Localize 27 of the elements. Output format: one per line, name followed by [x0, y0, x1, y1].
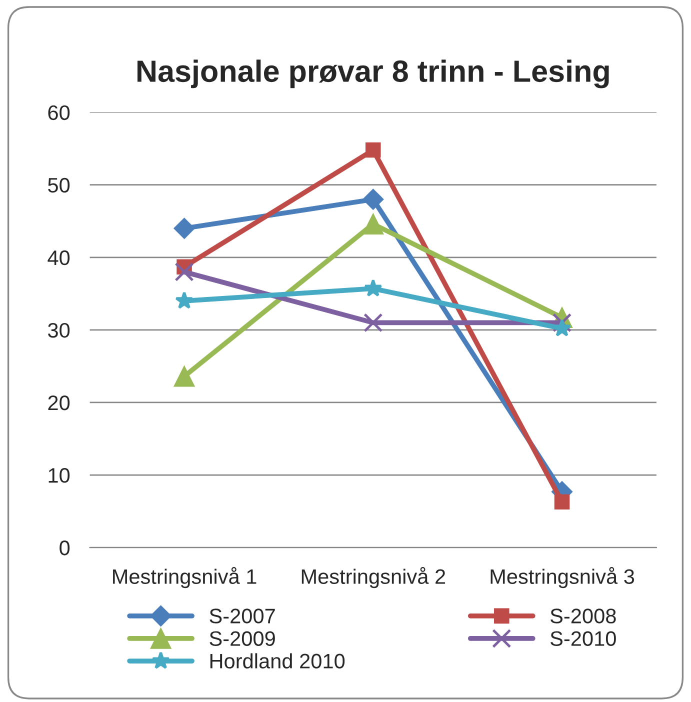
point: [174, 262, 194, 282]
point: [364, 279, 382, 297]
y-tick-label: 0: [60, 540, 70, 556]
legend-label: S-2008: [550, 608, 616, 624]
x-tick-label: Mestringsnivå 2: [302, 567, 446, 588]
legend-label: Hordland 2010: [210, 653, 345, 669]
legend-label: S-2007: [210, 608, 275, 624]
y-tick-label: 30: [48, 322, 70, 338]
y-tick-label: 50: [48, 178, 70, 193]
point: [175, 291, 194, 309]
legend-label: S-2009: [210, 631, 275, 646]
point: [364, 313, 383, 332]
y-tick-label: 10: [48, 468, 70, 483]
point: [362, 214, 384, 234]
y-tick-label: 20: [48, 395, 70, 410]
point: [366, 142, 381, 158]
point: [174, 218, 195, 239]
y-tick-label: 40: [48, 250, 70, 266]
legend-label: S-2010: [550, 631, 616, 646]
chart-title: Nasjonale prøvar 8 trinn - Lesing: [137, 60, 609, 88]
x-tick-label: Mestringsnivå 1: [113, 567, 256, 588]
point: [552, 313, 572, 332]
y-tick-label: 60: [48, 105, 70, 120]
point: [362, 188, 384, 210]
point: [554, 494, 570, 510]
point: [174, 366, 195, 387]
x-tick-label: Mestringsnivå 3: [490, 567, 634, 588]
